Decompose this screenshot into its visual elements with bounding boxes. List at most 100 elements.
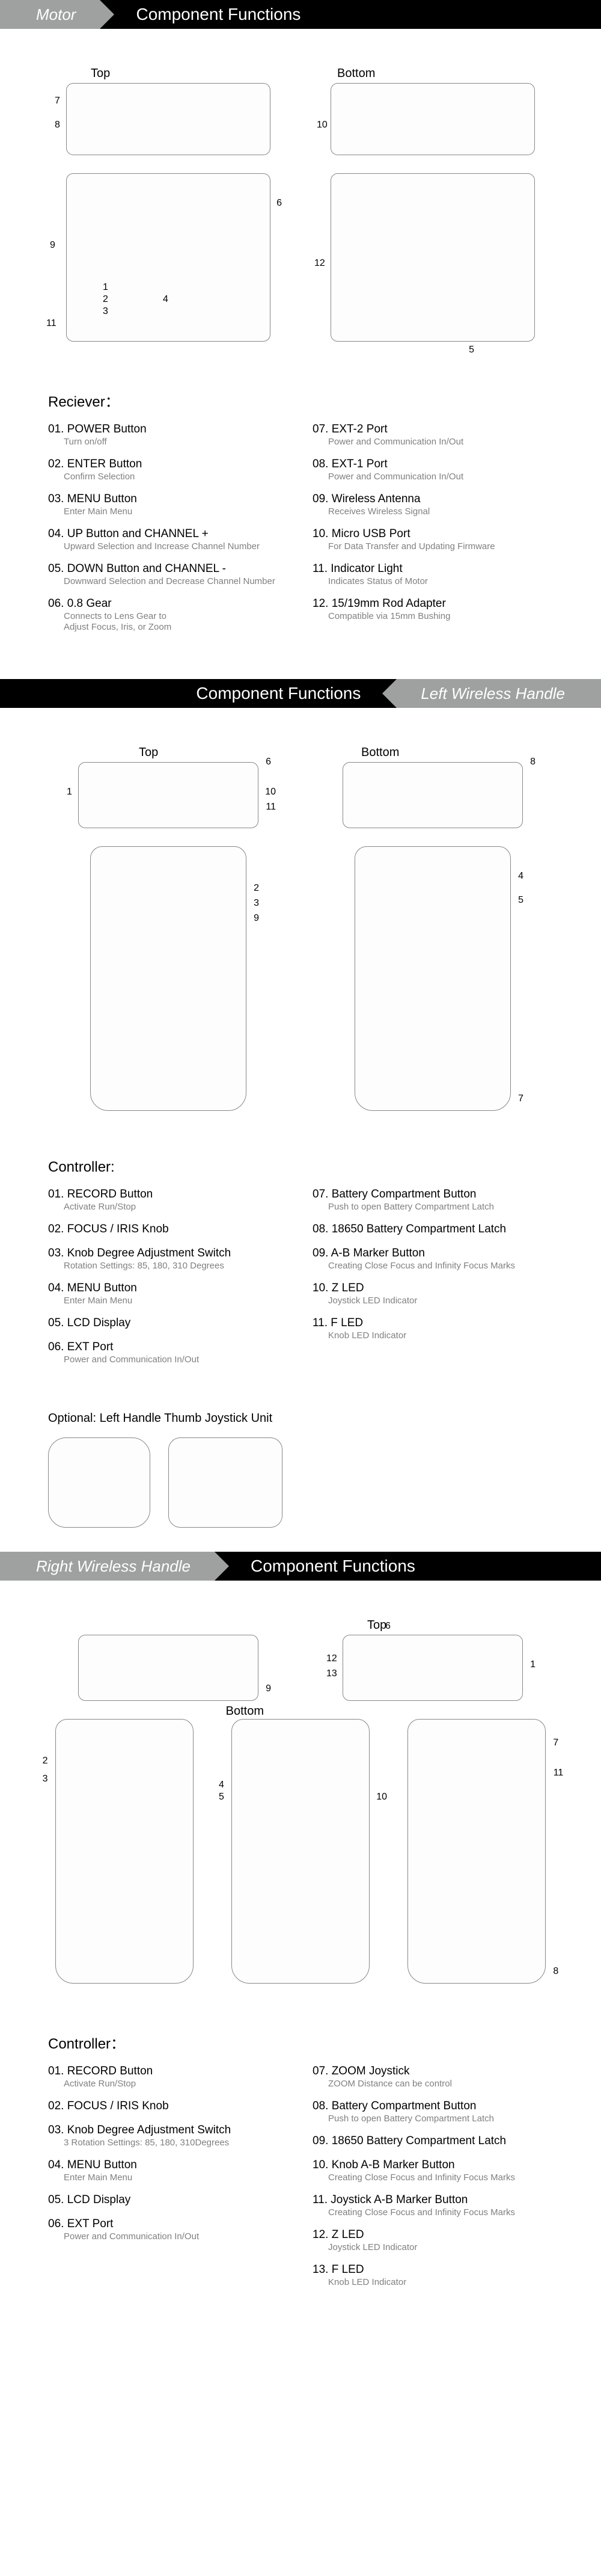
list-item: 11. Indicator LightIndicates Status of M…: [313, 562, 553, 586]
item-title: 04. MENU Button: [48, 1282, 288, 1295]
motor-header-black: Component Functions: [100, 0, 601, 29]
c: 8: [553, 1966, 558, 1977]
receiver-title: Reciever：: [48, 390, 553, 411]
item-desc: Joystick LED Indicator: [313, 1296, 553, 1306]
item-title: 12. 15/19mm Rod Adapter: [313, 597, 553, 610]
label: Bottom: [226, 1705, 264, 1718]
c: 11: [554, 1768, 564, 1778]
item-desc: Adjust Focus, Iris, or Zoom: [48, 622, 288, 632]
item-desc: Push to open Battery Compartment Latch: [313, 2113, 553, 2124]
list-item: 03. Knob Degree Adjustment Switch3 Rotat…: [48, 2124, 288, 2148]
item-title: 04. MENU Button: [48, 2159, 288, 2172]
right-handle-header: Right Wireless Handle Component Function…: [0, 1552, 601, 1581]
item-title: 11. Joystick A-B Marker Button: [313, 2193, 553, 2207]
c: 10: [265, 787, 276, 798]
callout: 8: [55, 120, 60, 131]
item-title: 04. UP Button and CHANNEL +: [48, 527, 288, 541]
c: 3: [43, 1774, 48, 1784]
c: 2: [103, 294, 108, 305]
list-item: 04. MENU ButtonEnter Main Menu: [48, 2159, 288, 2183]
list-item: 02. ENTER ButtonConfirm Selection: [48, 458, 288, 482]
item-desc: Turn on/off: [48, 437, 288, 447]
c: 13: [326, 1668, 337, 1679]
list-item: 11. Joystick A-B Marker ButtonCreating C…: [313, 2193, 553, 2218]
list-item: 12. 15/19mm Rod AdapterCompatible via 15…: [313, 597, 553, 621]
item-title: 07. Battery Compartment Button: [313, 1188, 553, 1201]
item-desc: Enter Main Menu: [48, 1296, 288, 1306]
left-handle-list: Controller: 01. RECORD ButtonActivate Ru…: [0, 1147, 601, 1412]
item-title: 10. Knob A-B Marker Button: [313, 2159, 553, 2172]
c: 7: [553, 1738, 558, 1748]
list-item: 12. Z LEDJoystick LED Indicator: [313, 2228, 553, 2252]
c: 7: [518, 1093, 523, 1104]
item-title: 09. A-B Marker Button: [313, 1247, 553, 1260]
item-desc: Compatible via 15mm Bushing: [313, 611, 553, 621]
item-title: 13. F LED: [313, 2263, 553, 2276]
list-item: 11. F LEDKnob LED Indicator: [313, 1317, 553, 1341]
list-column: 01. RECORD ButtonActivate Run/Stop02. FO…: [48, 2065, 288, 2298]
list-column: 01. RECORD ButtonActivate Run/Stop02. FO…: [48, 1188, 288, 1376]
optional-title: Optional: Left Handle Thumb Joystick Uni…: [48, 1412, 553, 1425]
list-item: 05. LCD Display: [48, 2193, 288, 2207]
left-handle-diagrams: Top 1 6 10 11 Bottom 8 2 3 9 4 5 7: [0, 732, 601, 1147]
item-desc: Receives Wireless Signal: [313, 506, 553, 517]
text: Component Functions: [196, 684, 361, 703]
item-desc: Creating Close Focus and Infinity Focus …: [313, 1261, 553, 1271]
item-desc: Upward Selection and Increase Channel Nu…: [48, 541, 288, 552]
c: 12: [326, 1653, 337, 1664]
item-desc: Connects to Lens Gear to: [48, 611, 288, 621]
list-item: 10. Knob A-B Marker ButtonCreating Close…: [313, 2159, 553, 2183]
item-desc: Enter Main Menu: [48, 506, 288, 517]
text: Motor: [36, 5, 76, 24]
motor-bottom-view: Bottom 10: [331, 83, 535, 155]
c: 8: [530, 757, 535, 767]
item-title: 08. EXT-1 Port: [313, 458, 553, 471]
controller-title: Controller:: [48, 1159, 553, 1176]
item-title: 02. ENTER Button: [48, 458, 288, 471]
list-item: 08. EXT-1 PortPower and Communication In…: [313, 458, 553, 482]
rh-header-grey: Right Wireless Handle: [0, 1552, 215, 1581]
c: 10: [376, 1792, 387, 1803]
c: 6: [385, 1621, 391, 1632]
item-title: 03. Knob Degree Adjustment Switch: [48, 2124, 288, 2137]
item-title: 01. POWER Button: [48, 423, 288, 436]
item-desc: Confirm Selection: [48, 472, 288, 482]
item-desc: Activate Run/Stop: [48, 1202, 288, 1212]
list-item: 05. DOWN Button and CHANNEL -Downward Se…: [48, 562, 288, 586]
item-desc: Joystick LED Indicator: [313, 2242, 553, 2252]
controller-title: Controller：: [48, 2032, 553, 2053]
c: 4: [219, 1780, 224, 1791]
item-title: 03. MENU Button: [48, 493, 288, 506]
item-title: 05. LCD Display: [48, 2193, 288, 2207]
rh-side-1: 2 3: [55, 1719, 194, 1984]
text: Right Wireless Handle: [36, 1557, 191, 1576]
item-title: 07. ZOOM Joystick: [313, 2065, 553, 2078]
list-item: 04. MENU ButtonEnter Main Menu: [48, 1282, 288, 1306]
list-item: 13. F LEDKnob LED Indicator: [313, 2263, 553, 2287]
item-desc: Creating Close Focus and Infinity Focus …: [313, 2172, 553, 2183]
item-desc: Creating Close Focus and Infinity Focus …: [313, 2207, 553, 2218]
motor-list: Reciever： 01. POWER ButtonTurn on/off 02.…: [0, 378, 601, 679]
item-title: 12. Z LED: [313, 2228, 553, 2242]
rh-side-3: 7 11 8: [407, 1719, 546, 1984]
item-title: 01. RECORD Button: [48, 1188, 288, 1201]
motor-diagrams: Top 7 8 Bottom 10 9 11 1 2 3 6 4 12 5: [0, 53, 601, 378]
list-column: 07. Battery Compartment ButtonPush to op…: [313, 1188, 553, 1376]
item-title: 06. EXT Port: [48, 1341, 288, 1354]
item-title: 08. Battery Compartment Button: [313, 2100, 553, 2113]
list-item: 01. RECORD ButtonActivate Run/Stop: [48, 2065, 288, 2089]
list-item: 05. LCD Display: [48, 1317, 288, 1330]
c: 9: [50, 240, 55, 251]
c: 5: [518, 895, 523, 906]
c: 11: [266, 802, 276, 813]
list-item: 03. MENU ButtonEnter Main Menu: [48, 493, 288, 517]
rh-bottom: Bottom 9: [78, 1635, 258, 1701]
list-item: 08. 18650 Battery Compartment Latch: [313, 1223, 553, 1236]
c: 6: [266, 757, 271, 767]
item-title: 10. Micro USB Port: [313, 527, 553, 541]
list-item: 10. Micro USB PortFor Data Transfer and …: [313, 527, 553, 552]
item-desc: Power and Communication In/Out: [313, 437, 553, 447]
c: 2: [43, 1756, 48, 1766]
lh-bottom: Bottom 8: [343, 762, 523, 828]
list-item: 08. Battery Compartment ButtonPush to op…: [313, 2100, 553, 2124]
